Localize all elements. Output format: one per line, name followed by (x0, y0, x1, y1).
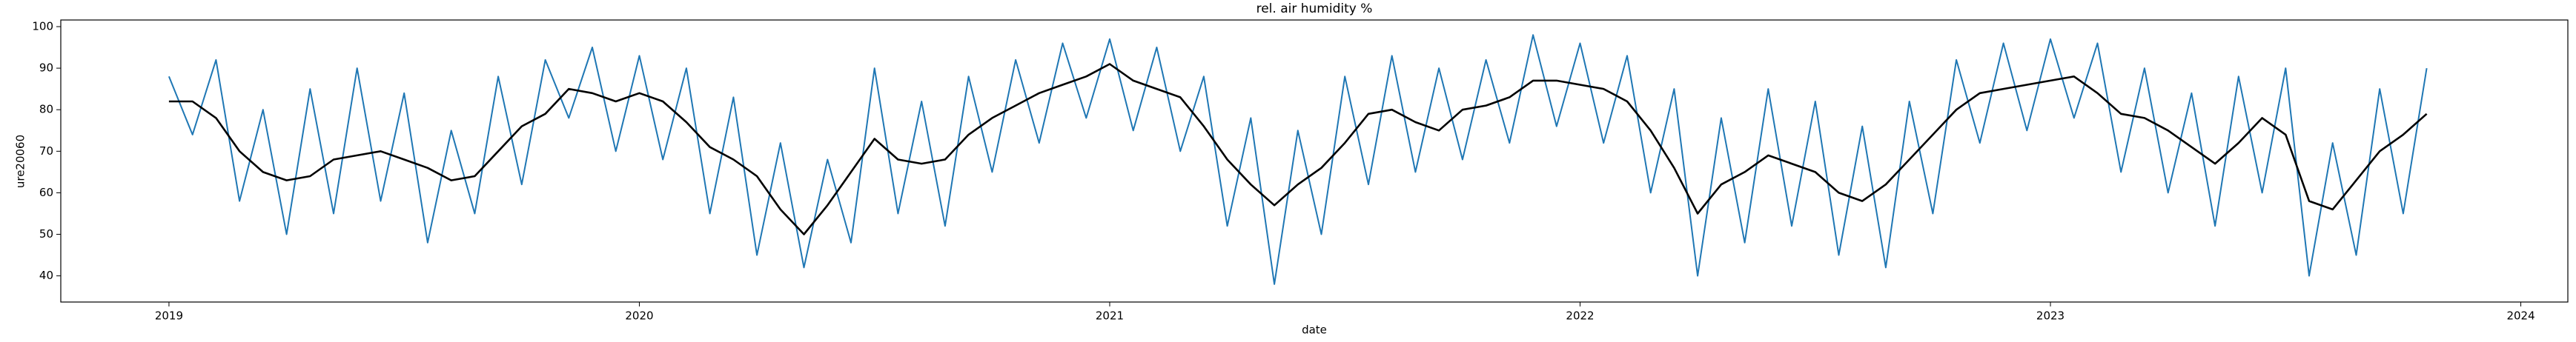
y-tick-label: 100 (32, 19, 53, 33)
y-tick-label: 80 (39, 103, 53, 116)
series-line (168, 63, 2428, 235)
y-axis-label: ure20060 (14, 135, 27, 188)
x-tick-label: 2020 (625, 309, 653, 323)
series-line (168, 34, 2428, 285)
x-tick-label: 2021 (1096, 309, 1124, 323)
x-tick-label: 2023 (2036, 309, 2065, 323)
x-tick-label: 2024 (2506, 309, 2534, 323)
x-tick-label: 2022 (1566, 309, 1594, 323)
x-tick-label: 2019 (155, 309, 183, 323)
y-tick-label: 50 (39, 227, 53, 241)
y-tick-label: 70 (39, 144, 53, 158)
y-tick-label: 90 (39, 61, 53, 75)
y-tick-label: 60 (39, 186, 53, 199)
y-tick-label: 40 (39, 269, 53, 282)
plot-frame (60, 19, 2569, 303)
chart-title: rel. air humidity % (1256, 1, 1373, 16)
x-axis-label: date (1302, 323, 1327, 337)
